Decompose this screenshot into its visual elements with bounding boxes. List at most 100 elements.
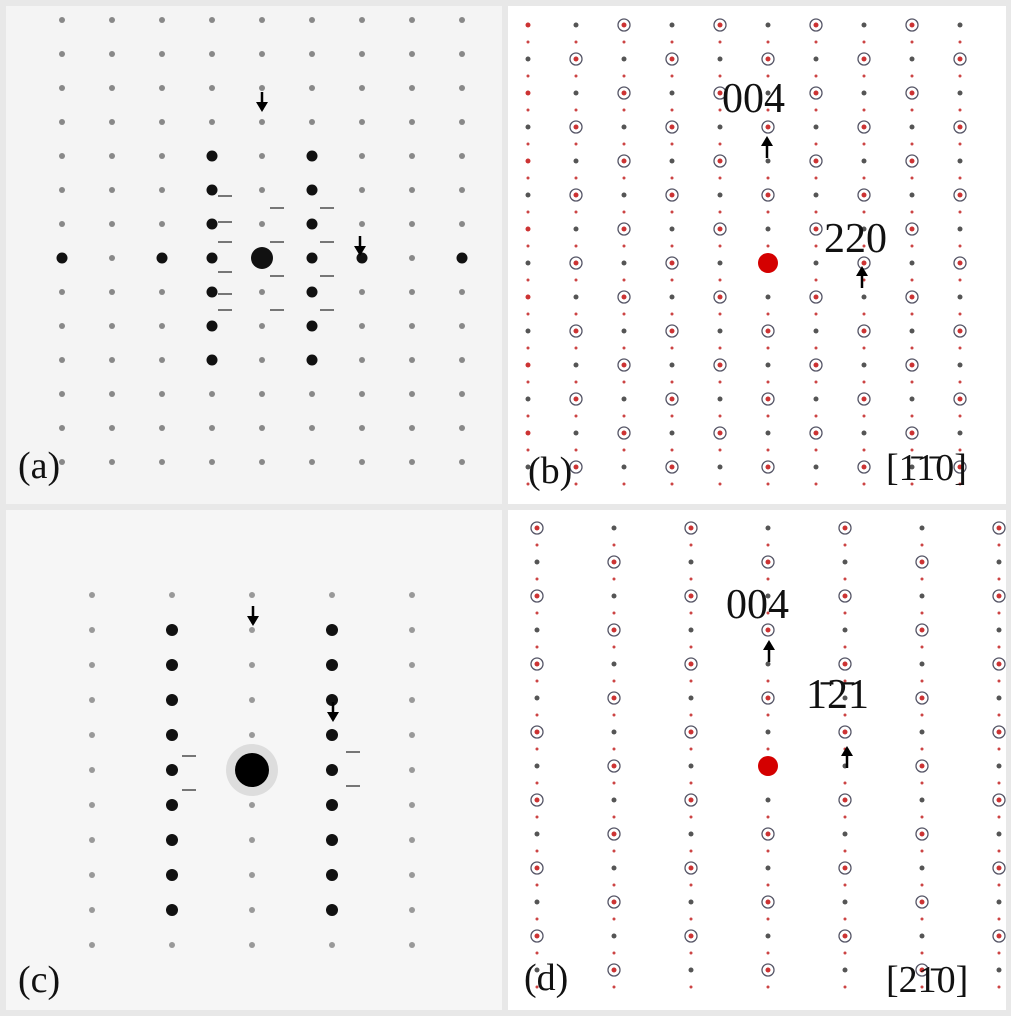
spot: [575, 313, 578, 316]
spot: [910, 261, 915, 266]
spot: [998, 646, 1001, 649]
spot: [815, 483, 818, 486]
spot: [844, 578, 847, 581]
spot: [59, 391, 65, 397]
spot: [718, 23, 723, 28]
annotation: 1̄2̄1: [806, 672, 869, 718]
spot: [166, 729, 178, 741]
spot: [622, 295, 627, 300]
spot: [863, 483, 866, 486]
spot: [863, 41, 866, 44]
spot: [574, 227, 579, 232]
spot: [109, 153, 115, 159]
spot: [863, 449, 866, 452]
spot: [59, 289, 65, 295]
spot: [359, 153, 365, 159]
spot: [249, 697, 255, 703]
spot: [690, 782, 693, 785]
spot: [910, 193, 915, 198]
spot: [536, 850, 539, 853]
spot: [309, 119, 315, 125]
spot: [911, 211, 914, 214]
spot: [844, 544, 847, 547]
spot: [911, 347, 914, 350]
spot: [689, 662, 694, 667]
spot: [920, 934, 925, 939]
spot: [719, 177, 722, 180]
spot: [235, 753, 269, 787]
spot: [259, 153, 265, 159]
spot: [815, 415, 818, 418]
spot: [670, 295, 675, 300]
spot: [527, 75, 530, 78]
spot: [535, 798, 540, 803]
spot: [622, 397, 627, 402]
spot: [910, 295, 915, 300]
zone-axis: [1̄1̄0]: [886, 447, 967, 489]
spot: [612, 798, 617, 803]
spot: [535, 900, 540, 905]
spot: [109, 391, 115, 397]
spot: [718, 125, 723, 130]
spot: [815, 109, 818, 112]
spot: [689, 730, 694, 735]
spot: [998, 782, 1001, 785]
spot: [169, 942, 175, 948]
spot: [459, 17, 465, 23]
spot: [526, 227, 531, 232]
spot: [307, 185, 318, 196]
spot: [359, 119, 365, 125]
spot: [209, 119, 215, 125]
spot: [911, 41, 914, 44]
spot: [535, 662, 540, 667]
annotation: 004: [722, 76, 785, 122]
spot: [622, 329, 627, 334]
spot: [109, 357, 115, 363]
spot: [166, 764, 178, 776]
spot: [309, 459, 315, 465]
spot: [409, 697, 415, 703]
spot: [409, 907, 415, 913]
spot: [527, 415, 530, 418]
spot: [527, 245, 530, 248]
spot: [613, 816, 616, 819]
spot: [259, 425, 265, 431]
spot: [536, 748, 539, 751]
spot: [920, 866, 925, 871]
spot: [526, 193, 531, 198]
spot: [718, 431, 723, 436]
spot: [329, 592, 335, 598]
spot: [767, 313, 770, 316]
spot: [766, 465, 771, 470]
spot: [766, 730, 771, 735]
spot: [814, 91, 819, 96]
spot: [613, 646, 616, 649]
spot: [159, 51, 165, 57]
spot: [249, 592, 255, 598]
spot: [766, 193, 771, 198]
spot: [958, 397, 963, 402]
spot: [921, 578, 924, 581]
spot: [689, 798, 694, 803]
spot: [526, 431, 531, 436]
spot: [997, 560, 1002, 565]
spot: [671, 109, 674, 112]
spot: [690, 986, 693, 989]
spot: [527, 109, 530, 112]
spot: [718, 193, 723, 198]
spot: [671, 279, 674, 282]
spot: [689, 900, 694, 905]
spot: [409, 767, 415, 773]
spot: [910, 227, 915, 232]
spot: [575, 279, 578, 282]
spot: [536, 544, 539, 547]
spot: [998, 850, 1001, 853]
spot: [920, 730, 925, 735]
spot: [59, 153, 65, 159]
spot: [326, 729, 338, 741]
spot: [843, 832, 848, 837]
spot: [767, 177, 770, 180]
spot: [767, 381, 770, 384]
spot: [409, 17, 415, 23]
spot: [862, 57, 867, 62]
